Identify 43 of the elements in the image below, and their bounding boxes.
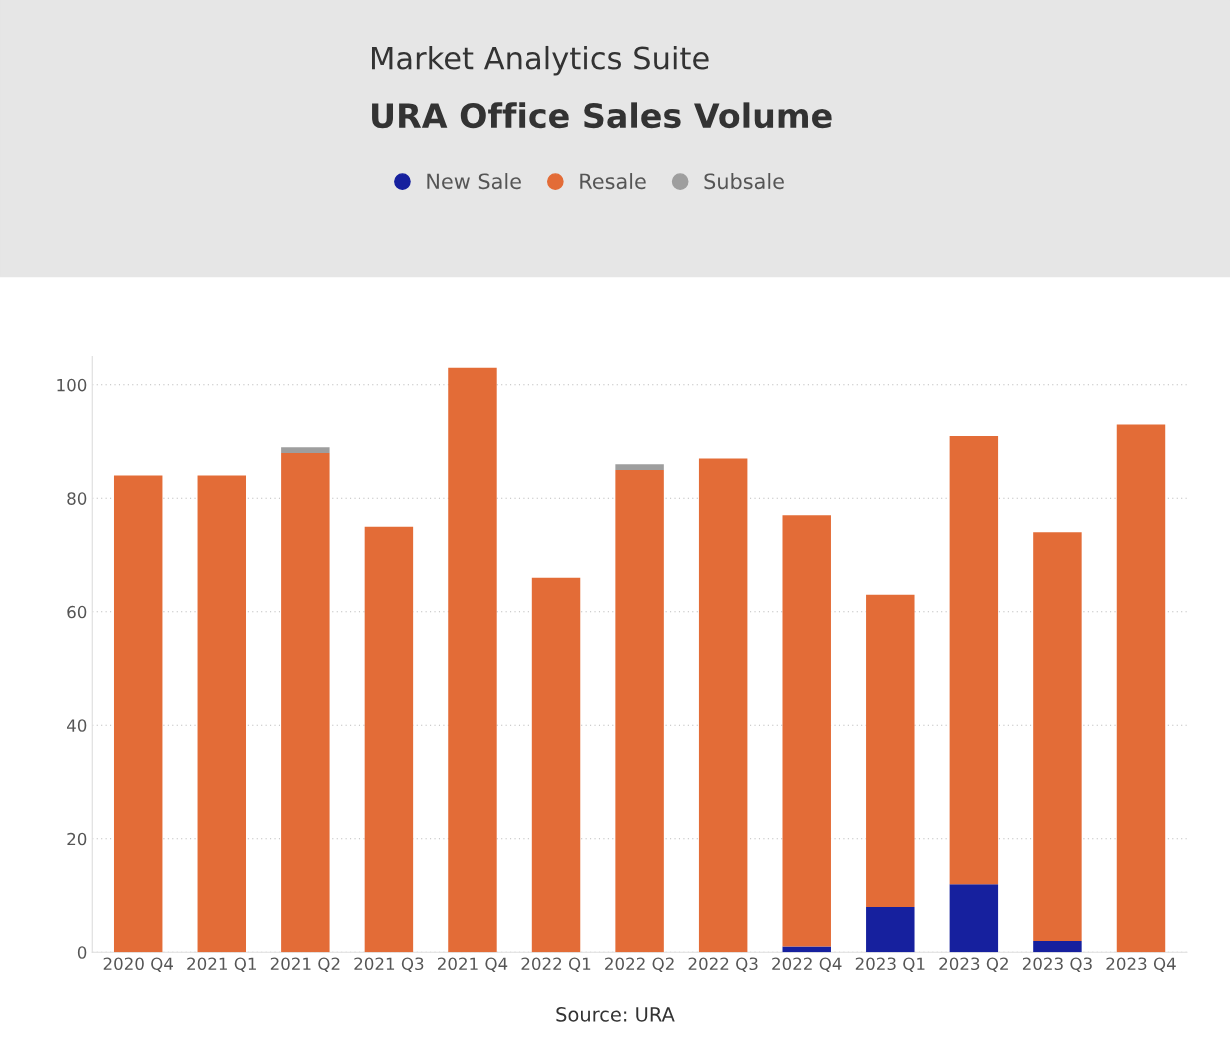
x-tick-label: 2023 Q2: [939, 957, 1008, 972]
bar: [949, 435, 999, 885]
x-tick-label: 2020 Q4: [103, 957, 173, 972]
bar: [1033, 532, 1082, 941]
y-tick-label: 40: [67, 719, 87, 732]
y-tick-label: 100: [57, 378, 87, 392]
y-tick-label: 0: [77, 946, 87, 959]
bar: [782, 515, 831, 947]
bar: [113, 475, 163, 953]
y-tick-label: 20: [67, 832, 87, 846]
bar: [1116, 424, 1166, 953]
x-tick-label: 2022 Q1: [521, 957, 591, 972]
legend-label: Subsale: [704, 173, 784, 190]
y-tick-label: 80: [67, 492, 87, 505]
x-tick-label: 2022 Q4: [772, 957, 842, 972]
bar: [615, 469, 664, 953]
bar: [281, 452, 330, 953]
x-tick-label: 2021 Q1: [187, 957, 256, 972]
x-tick-label: 2021 Q3: [354, 957, 424, 972]
x-tick-label: 2021 Q4: [437, 957, 508, 972]
chart-subtitle: Market Analytics Suite: [372, 45, 709, 76]
bar: [197, 475, 247, 953]
legend-label: Resale: [580, 173, 646, 190]
x-tick-label: 2022 Q2: [605, 957, 674, 972]
bar: [949, 884, 999, 953]
bar: [448, 367, 497, 953]
bar: [615, 464, 664, 470]
x-tick-label: 2021 Q2: [270, 957, 340, 972]
bar: [866, 906, 915, 953]
x-tick-label: 2023 Q1: [855, 957, 925, 972]
source-note: Source: URA: [556, 1007, 675, 1022]
chart-title: URA Office Sales Volume: [372, 102, 832, 129]
y-tick-label: 60: [67, 605, 87, 619]
bar: [281, 447, 330, 453]
bar: [364, 526, 414, 953]
bar: [866, 594, 915, 907]
x-tick-label: 2023 Q4: [1106, 957, 1176, 972]
x-tick-label: 2022 Q3: [688, 957, 758, 972]
bar: [531, 577, 581, 953]
bar: [698, 458, 748, 953]
legend-label: New Sale: [427, 173, 521, 190]
bar: [1033, 940, 1082, 953]
x-tick-label: 2023 Q3: [1022, 957, 1092, 972]
